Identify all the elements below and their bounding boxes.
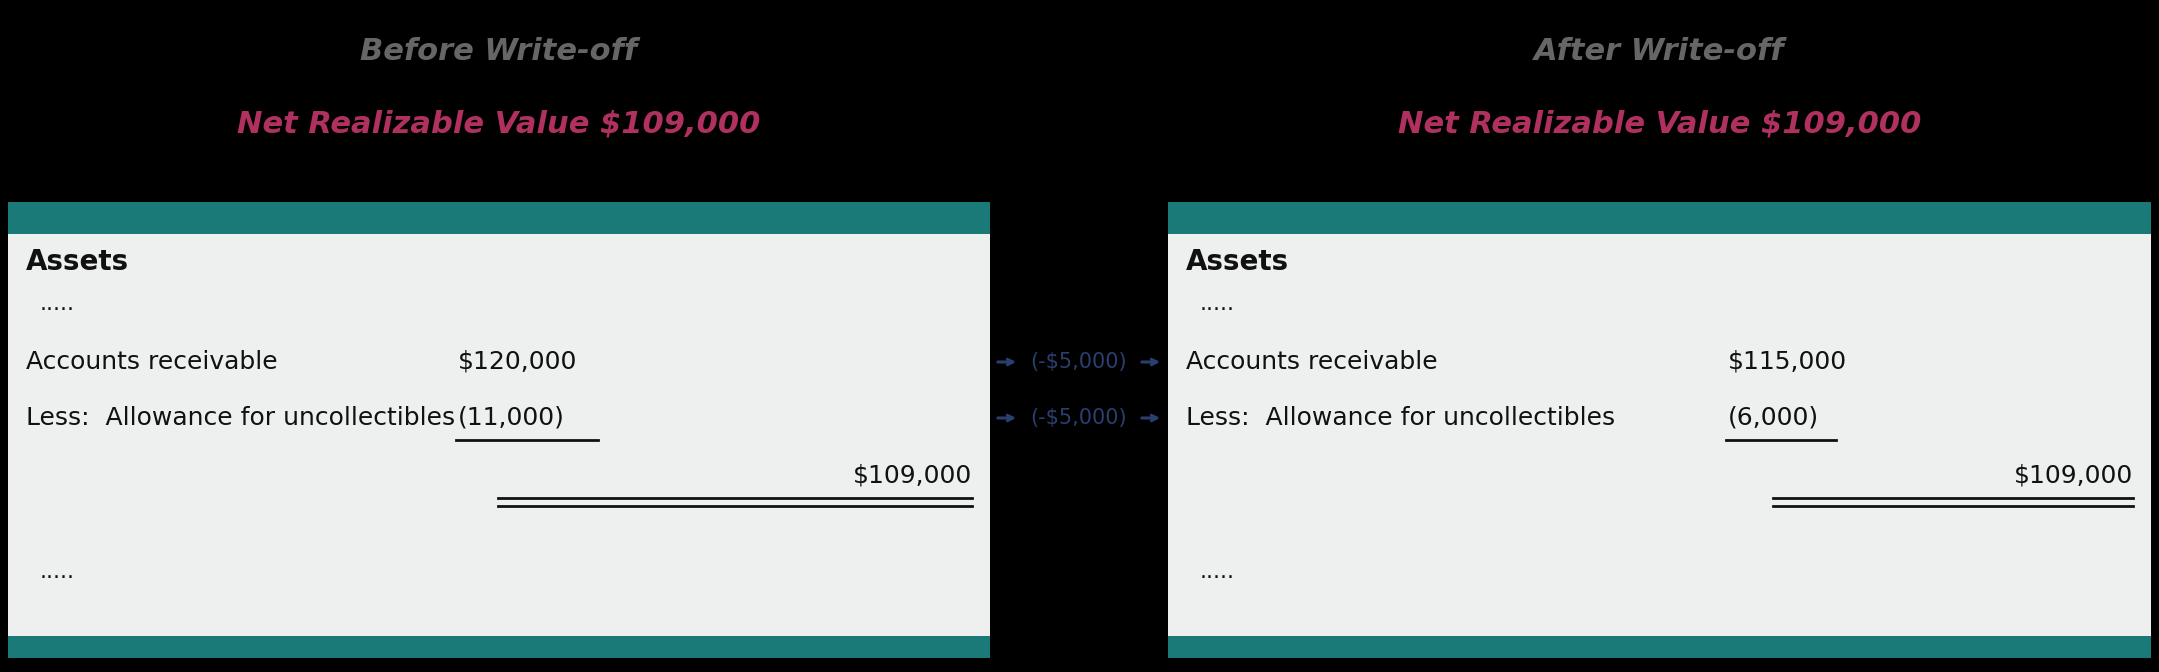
Text: Less:  Allowance for uncollectibles: Less: Allowance for uncollectibles	[1185, 406, 1615, 430]
Text: $120,000: $120,000	[458, 350, 576, 374]
Text: After Write-off: After Write-off	[1535, 38, 1785, 67]
Text: Less:  Allowance for uncollectibles: Less: Allowance for uncollectibles	[26, 406, 456, 430]
Bar	[1168, 636, 2150, 658]
Bar	[9, 202, 991, 234]
Text: $115,000: $115,000	[1727, 350, 1848, 374]
Text: $109,000: $109,000	[2014, 464, 2133, 488]
Text: Assets: Assets	[1185, 248, 1289, 276]
Bar	[9, 636, 991, 658]
Text: Net Realizable Value $109,000: Net Realizable Value $109,000	[237, 110, 760, 138]
Text: $109,000: $109,000	[853, 464, 972, 488]
Text: Net Realizable Value $109,000: Net Realizable Value $109,000	[1397, 110, 1922, 138]
Bar	[1168, 234, 2150, 636]
Text: (-$5,000): (-$5,000)	[1030, 352, 1127, 372]
Text: Accounts receivable: Accounts receivable	[26, 350, 279, 374]
Bar	[1168, 202, 2150, 234]
Text: .....: .....	[1200, 562, 1235, 582]
Text: Before Write-off: Before Write-off	[361, 38, 637, 67]
Text: .....: .....	[1200, 294, 1235, 314]
Text: (-$5,000): (-$5,000)	[1030, 408, 1127, 428]
Text: (11,000): (11,000)	[458, 406, 566, 430]
Text: Accounts receivable: Accounts receivable	[1185, 350, 1438, 374]
Text: (6,000): (6,000)	[1727, 406, 1820, 430]
Bar	[9, 234, 991, 636]
Text: .....: .....	[41, 294, 76, 314]
Text: Assets: Assets	[26, 248, 130, 276]
Text: .....: .....	[41, 562, 76, 582]
